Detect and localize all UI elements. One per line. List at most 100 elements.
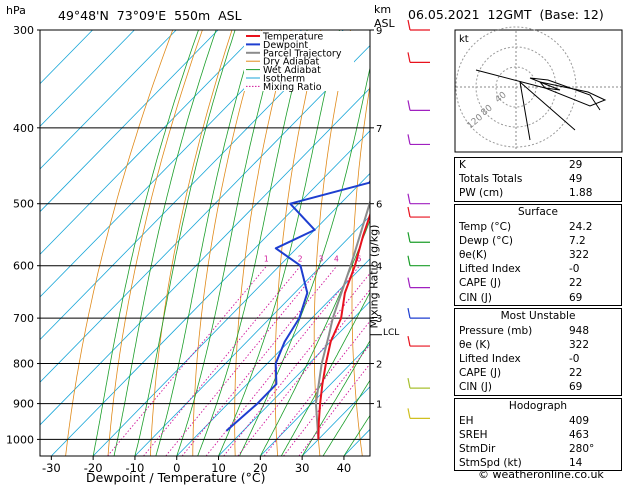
isotherm-line	[260, 343, 370, 456]
mixing-ratio-line	[181, 265, 338, 456]
isotherm-line	[40, 87, 370, 426]
hpa-label: hPa	[6, 4, 26, 17]
wet-adiabat-line	[239, 66, 370, 456]
unstable-row: CAPE (J) 22	[459, 367, 583, 380]
asl-label: ASL	[374, 17, 395, 30]
dry-adiabat-line	[192, 30, 262, 456]
hodo-row: EH 409	[459, 414, 590, 427]
mixing-ratio-label: 15	[411, 255, 421, 264]
surface-box: Surface Temp (°C) 24.2 Dewp (°C) 7.2 θe(K)…	[454, 203, 622, 306]
legend-label: Parcel Trajectory	[263, 48, 342, 59]
wind-barb-tick	[407, 206, 411, 218]
mixing-ratio-line	[205, 265, 360, 456]
hodograph-box: Hodograph EH 409 SREH 463 StmDir 280° StmSp…	[454, 397, 622, 472]
dry-adiabat-line	[274, 30, 322, 456]
unstable-row: θe (K) 322	[459, 338, 590, 351]
index-row-totals: Totals Totals 49	[459, 173, 583, 186]
wet-adiabat-line	[197, 30, 308, 456]
mixing-ratio-label: 20	[429, 255, 439, 264]
x-axis-label: Dewpoint / Temperature (°C)	[86, 470, 266, 485]
most-unstable-title: Most Unstable	[500, 309, 576, 322]
wet-adiabat-line	[113, 30, 217, 456]
mixing-ratio-line	[283, 344, 370, 456]
mixing-ratio-label: 3	[319, 255, 324, 264]
wet-adiabat-line	[176, 30, 281, 456]
wind-barb-tick	[407, 308, 411, 319]
isotherm-line	[40, 44, 370, 383]
isotherm-line	[218, 300, 370, 456]
isotherm-line	[176, 258, 370, 456]
wet-adiabat-line	[322, 379, 370, 456]
lcl-label: LCL	[383, 328, 400, 338]
pressure-tick-label: 1000	[6, 433, 34, 446]
plot-frame	[39, 29, 371, 457]
dry-adiabat-line	[389, 30, 410, 456]
wind-barb-tick	[407, 255, 411, 266]
dry-adiabat-line	[150, 30, 233, 456]
km-tick-label: 2	[376, 360, 382, 371]
pressure-tick-label: 400	[13, 122, 34, 135]
isotherm-line	[40, 30, 177, 170]
temp-tick-label: 20	[253, 461, 268, 475]
isotherm-line	[92, 172, 370, 456]
wind-barb-tick	[407, 100, 411, 111]
legend-label: Wet Adiabat	[263, 65, 321, 76]
km-tick-label: 9	[376, 26, 382, 37]
date-title: 06.05.2021 12GMT (Base: 12)	[408, 7, 604, 22]
temp-tick-label: 30	[295, 461, 310, 475]
surface-row: Temp (°C) 24.2	[459, 220, 593, 233]
wind-barb-tick	[407, 408, 411, 419]
pressure-tick-label: 800	[13, 358, 34, 371]
dry-adiabat-line	[234, 30, 292, 456]
wind-barb-tick	[407, 134, 411, 145]
isotherm-line	[51, 130, 370, 456]
temp-tick-label: 0	[173, 461, 180, 475]
temp-tick-label: -30	[42, 461, 61, 475]
temp-tick-label: -10	[126, 461, 145, 475]
dewpoint-line	[225, 179, 370, 432]
mixing-ratio-line	[223, 272, 370, 456]
wet-adiabat-line	[155, 30, 257, 456]
legend-background	[244, 31, 354, 91]
km-tick-label: 3	[376, 314, 382, 325]
hodograph-shear-area	[538, 81, 607, 107]
unstable-row: Pressure (mb) 948	[459, 324, 590, 337]
wind-barb-tick	[407, 335, 411, 347]
pressure-tick-label: 500	[13, 198, 34, 211]
hodograph-title: Hodograph	[508, 399, 568, 412]
isotherm-line	[40, 30, 344, 341]
legend-label: Isotherm	[263, 74, 305, 85]
isotherm-line	[134, 215, 370, 456]
mixing-ratio-label: 6	[357, 255, 362, 264]
isotherm-line	[40, 30, 302, 298]
km-label: km	[374, 3, 392, 16]
hodograph-kt-label: kt	[459, 34, 469, 45]
isotherm-line	[40, 30, 219, 213]
dry-adiabat-line	[107, 30, 203, 456]
indices-top-box: K 29 Totals Totals 49 PW (cm) 1.88	[454, 157, 622, 202]
location-title: 49°48'N 73°09'E 550m ASL	[58, 8, 242, 23]
pressure-tick-label: 900	[13, 398, 34, 411]
surface-title: Surface	[517, 205, 558, 218]
hodo-row: StmDir 280°	[459, 443, 595, 455]
wet-adiabat-line	[134, 30, 236, 456]
isotherm-line	[40, 30, 261, 255]
mixing-ratio-label: 10	[386, 255, 396, 264]
index-row-pw: PW (cm) 1.88	[459, 187, 593, 200]
temp-tick-label: -20	[84, 461, 103, 475]
copyright-text: © weatheronline.co.uk	[478, 468, 604, 481]
wind-barb-tick	[407, 19, 411, 31]
hodograph-frame	[454, 29, 623, 153]
wind-barb-tick	[407, 193, 411, 204]
hodo-row: SREH 463	[459, 428, 590, 441]
temperature-line	[317, 211, 370, 440]
surface-row: Lifted Index -0	[459, 263, 580, 276]
surface-row: CIN (J) 69	[459, 291, 583, 304]
pressure-tick-label: 600	[13, 260, 34, 273]
dry-adiabat-line	[351, 83, 370, 456]
wet-adiabat-line	[259, 219, 370, 456]
legend-label: Dry Adiabat	[263, 57, 320, 68]
wet-adiabat-line	[301, 339, 370, 456]
km-tick-label: 6	[376, 200, 382, 211]
